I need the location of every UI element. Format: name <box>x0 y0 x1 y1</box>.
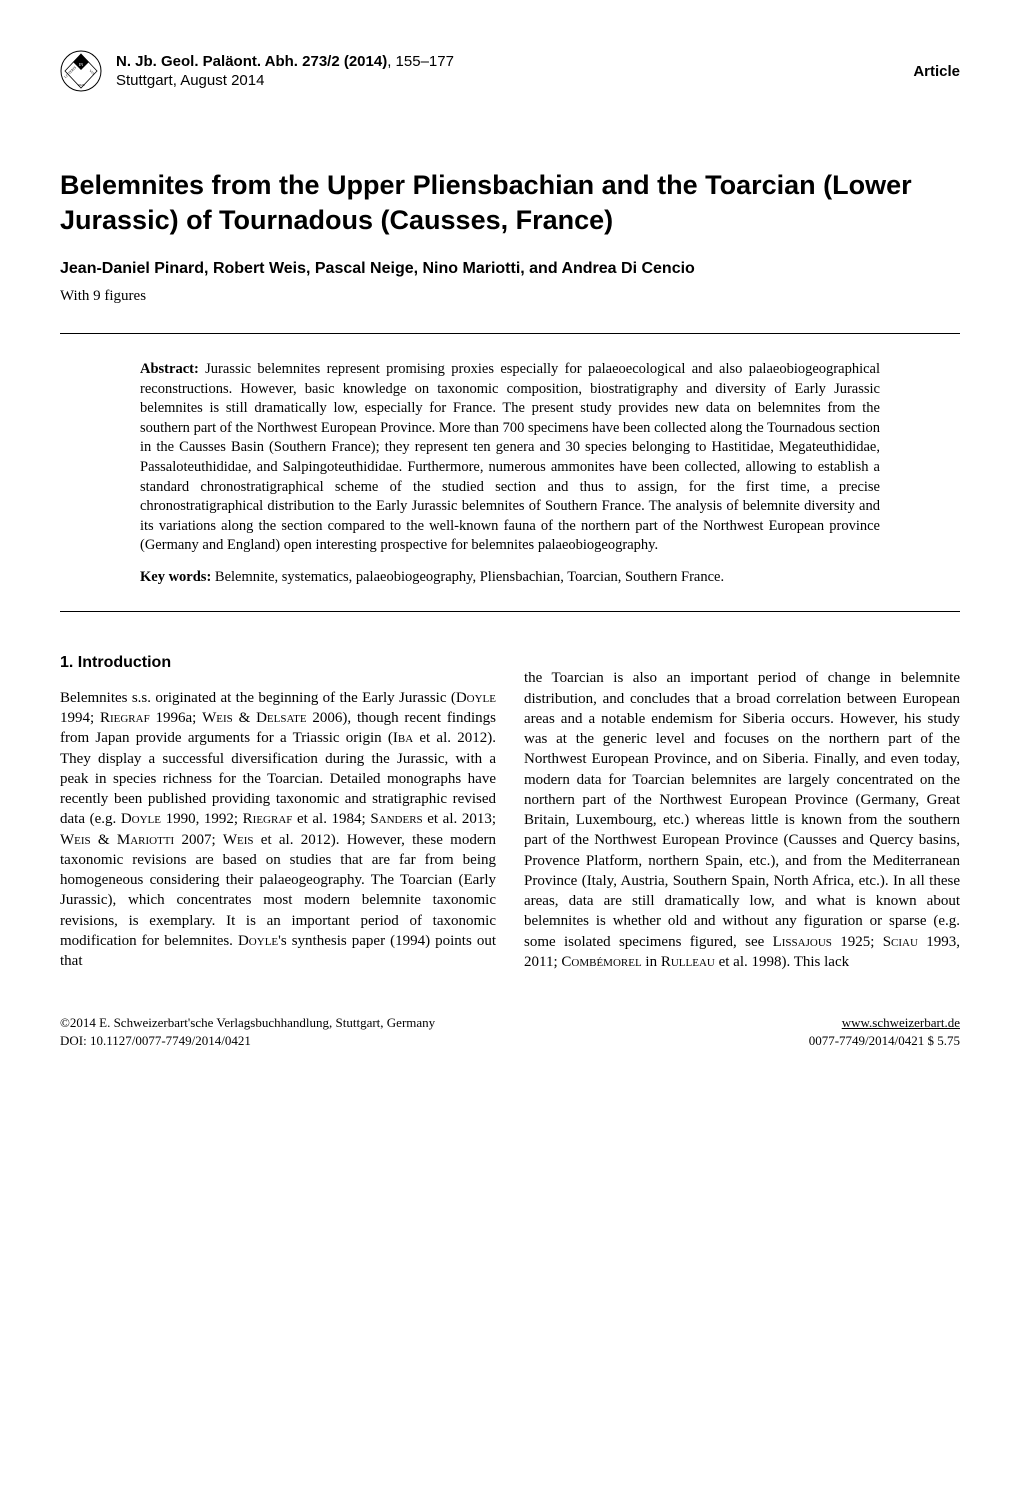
journal-name-bold: N. Jb. Geol. Paläont. Abh. 273/2 (2014) <box>116 53 387 70</box>
footer-left: ©2014 E. Schweizerbart'sche Verlagsbuchh… <box>60 1014 435 1049</box>
abstract-label: Abstract: <box>140 361 199 377</box>
column-left: 1. Introduction Belemnites s.s. originat… <box>60 612 496 972</box>
footer-right: www.schweizerbart.de 0077-7749/2014/0421… <box>809 1014 960 1049</box>
keywords-paragraph: Key words: Belemnite, systematics, palae… <box>140 568 880 588</box>
keywords-text: Belemnite, systematics, palaeobiogeograp… <box>211 569 724 585</box>
section-heading-intro: 1. Introduction <box>60 652 496 674</box>
publisher-logo: IN LITTERIS VIS 1826 <box>60 50 102 92</box>
rule-top <box>60 333 960 334</box>
page-header: IN LITTERIS VIS 1826 N. Jb. Geol. Paläon… <box>60 50 960 92</box>
copyright-line: ©2014 E. Schweizerbart'sche Verlagsbuchh… <box>60 1014 435 1032</box>
abstract-paragraph: Abstract: Jurassic belemnites represent … <box>140 360 880 556</box>
body-text-col2: the Toarcian is also an important period… <box>524 668 960 972</box>
body-columns: 1. Introduction Belemnites s.s. originat… <box>60 612 960 972</box>
abstract-text: Jurassic belemnites represent promising … <box>140 361 880 553</box>
svg-text:VIS: VIS <box>88 69 95 76</box>
journal-pages: , 155–177 <box>387 53 454 70</box>
figures-note: With 9 figures <box>60 288 960 305</box>
column-right: the Toarcian is also an important period… <box>524 612 960 972</box>
publisher-line: Stuttgart, August 2014 <box>116 71 899 91</box>
price-line: 0077-7749/2014/0421 $ 5.75 <box>809 1032 960 1050</box>
abstract-block: Abstract: Jurassic belemnites represent … <box>140 360 880 587</box>
keywords-label: Key words: <box>140 569 211 585</box>
column-spacer <box>524 612 960 668</box>
author-list: Jean-Daniel Pinard, Robert Weis, Pascal … <box>60 260 960 278</box>
doi-line: DOI: 10.1127/0077-7749/2014/0421 <box>60 1032 435 1050</box>
header-text-block: N. Jb. Geol. Paläont. Abh. 273/2 (2014),… <box>116 52 899 91</box>
svg-text:1826: 1826 <box>78 83 85 87</box>
page-footer: ©2014 E. Schweizerbart'sche Verlagsbuchh… <box>60 1014 960 1049</box>
article-type-label: Article <box>913 63 960 80</box>
body-text-col1: Belemnites s.s. originated at the beginn… <box>60 688 496 972</box>
article-title: Belemnites from the Upper Pliensbachian … <box>60 168 960 238</box>
journal-citation: N. Jb. Geol. Paläont. Abh. 273/2 (2014),… <box>116 52 899 72</box>
publisher-url: www.schweizerbart.de <box>809 1014 960 1032</box>
svg-text:IN: IN <box>79 62 83 67</box>
